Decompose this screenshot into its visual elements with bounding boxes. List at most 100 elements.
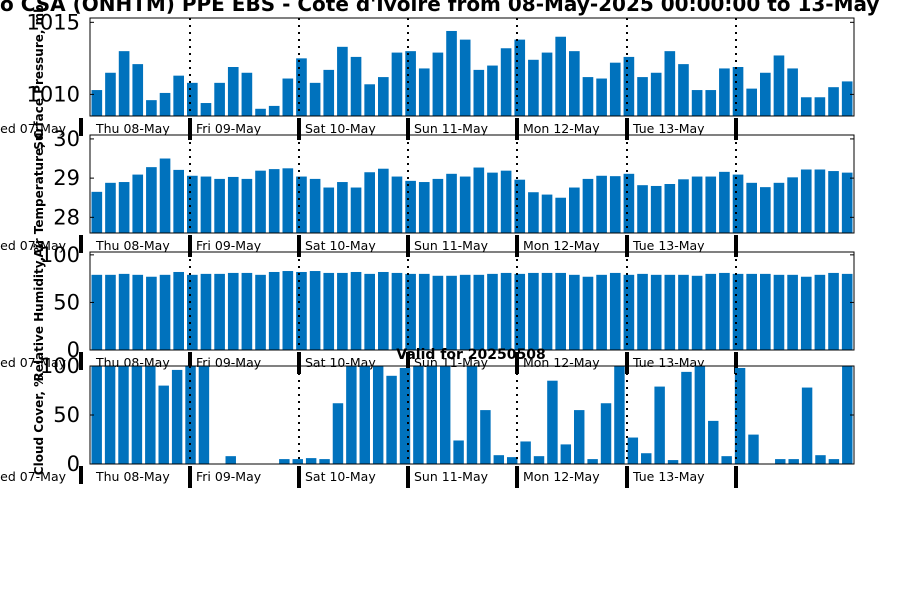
bar xyxy=(596,78,607,116)
bar xyxy=(654,386,665,464)
bar xyxy=(719,171,730,233)
bar xyxy=(637,273,648,350)
bar xyxy=(146,276,157,350)
bar xyxy=(582,77,594,116)
bar xyxy=(350,56,362,116)
bar xyxy=(309,271,321,350)
bar xyxy=(801,387,813,464)
bar xyxy=(187,82,198,116)
bar xyxy=(828,272,839,350)
bar xyxy=(487,65,498,116)
bar xyxy=(596,175,607,233)
bar xyxy=(708,420,719,464)
bar xyxy=(678,64,689,116)
bar xyxy=(118,273,130,350)
bar xyxy=(118,366,129,464)
bar xyxy=(305,458,317,464)
bar xyxy=(391,272,403,350)
bar xyxy=(241,72,253,116)
x-tick-label: Mon 12-May xyxy=(523,469,600,484)
bar xyxy=(118,182,130,233)
bar xyxy=(426,366,438,464)
bar xyxy=(760,273,771,350)
bar xyxy=(582,276,594,350)
bar xyxy=(104,366,116,464)
x-tick-label: Tue 13-May xyxy=(632,355,705,370)
bar xyxy=(815,455,826,464)
bar xyxy=(506,457,518,464)
bar xyxy=(569,274,580,350)
bar xyxy=(705,273,717,350)
bar xyxy=(432,178,444,233)
bar xyxy=(439,366,451,464)
bar xyxy=(787,177,798,233)
bar xyxy=(694,366,706,464)
bar xyxy=(372,366,384,464)
bar xyxy=(105,274,116,350)
bar xyxy=(514,39,526,117)
bar xyxy=(91,90,103,116)
bar xyxy=(332,403,344,464)
x-tick-label: Sun 11-May xyxy=(414,121,489,136)
bar xyxy=(118,51,130,116)
chart-subtitle: Valid for 20250508 xyxy=(396,347,545,363)
bar xyxy=(131,366,143,464)
bar xyxy=(480,410,491,464)
bar xyxy=(582,178,594,233)
bar xyxy=(146,100,157,116)
bar xyxy=(214,273,225,350)
bar xyxy=(500,272,512,350)
x-tick-label: ed 07-May xyxy=(0,121,66,136)
x-tick-label: ed 07-May xyxy=(0,238,66,253)
bar xyxy=(574,410,585,464)
bar xyxy=(323,187,335,233)
bar xyxy=(405,273,416,350)
bar xyxy=(555,36,566,116)
y-tick-label: 1010 xyxy=(27,82,80,106)
bar xyxy=(609,176,621,233)
x-tick-label: Mon 12-May xyxy=(523,121,600,136)
bar xyxy=(705,90,717,116)
bar xyxy=(800,276,812,350)
bar xyxy=(641,453,652,464)
bar xyxy=(500,48,512,117)
bar xyxy=(391,52,403,116)
x-tick-label: Sat 10-May xyxy=(305,469,376,484)
bar xyxy=(282,168,294,233)
y-tick-label: 50 xyxy=(53,290,80,314)
bar xyxy=(520,441,531,464)
bar xyxy=(378,271,389,350)
x-tick-label: Mon 12-May xyxy=(523,238,600,253)
bar xyxy=(721,456,732,464)
bar xyxy=(132,64,144,116)
bar xyxy=(528,192,539,233)
plot-frame xyxy=(89,17,855,117)
bar xyxy=(391,176,403,233)
bar xyxy=(359,366,370,464)
bar xyxy=(214,178,225,233)
bar xyxy=(459,176,471,233)
bar xyxy=(487,172,498,233)
x-tick-label: Tue 13-May xyxy=(632,121,705,136)
bar xyxy=(459,274,471,350)
bar xyxy=(241,178,253,233)
x-tick-label: Fri 09-May xyxy=(196,121,262,136)
bar xyxy=(627,437,639,464)
bar xyxy=(667,460,679,464)
x-tick-label: Thu 08-May xyxy=(95,469,170,484)
bar xyxy=(760,187,771,233)
bar xyxy=(775,459,786,464)
x-tick-label: Thu 08-May xyxy=(95,238,170,253)
chart-title: o CSA (ONHTM) PPE EBS - Cote d'Ivoire fr… xyxy=(0,0,879,16)
bar xyxy=(719,68,730,116)
bar xyxy=(413,366,424,464)
bar xyxy=(171,369,183,464)
y-axis-label: Surface Pressure, mb xyxy=(32,4,46,150)
bar xyxy=(609,62,621,116)
y-axis-label: Air Temperature, C xyxy=(32,130,46,258)
bar xyxy=(748,434,759,464)
bar xyxy=(773,55,785,116)
y-axis-label: Relative Humidity, % xyxy=(32,241,46,382)
bar xyxy=(91,274,103,350)
plot-frame xyxy=(89,134,855,234)
